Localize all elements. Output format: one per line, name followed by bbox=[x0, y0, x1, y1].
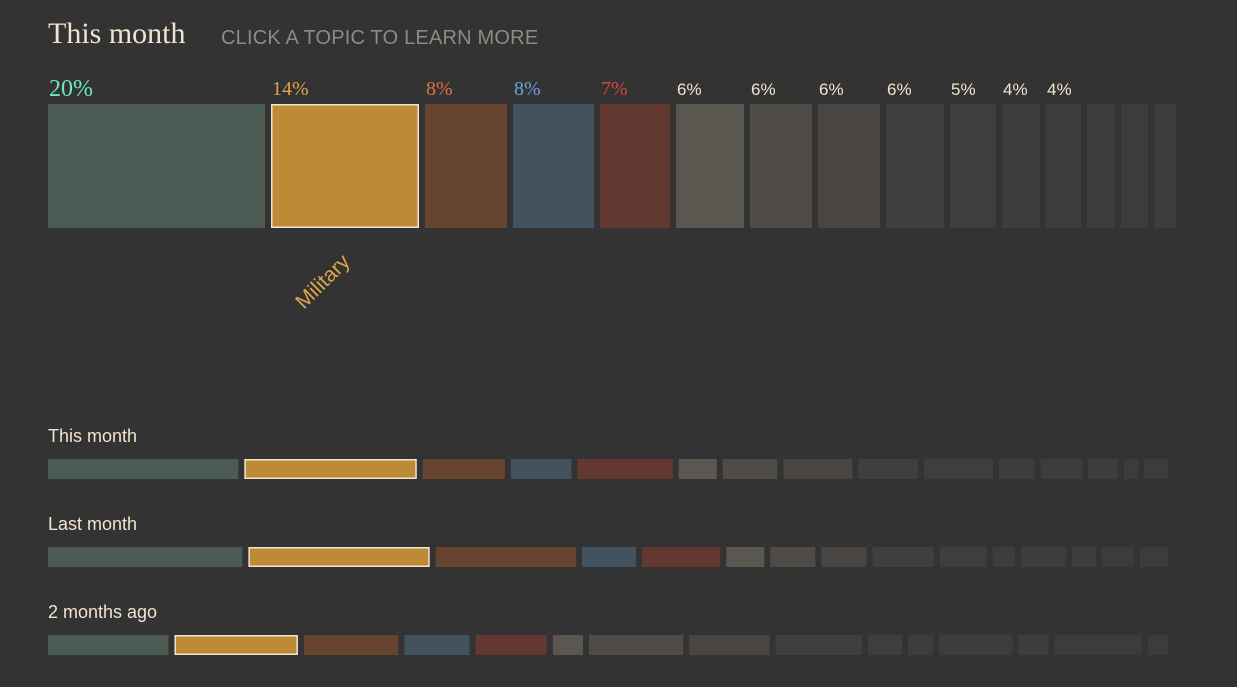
period-1-bar-1[interactable] bbox=[48, 459, 239, 479]
period-1-bar-8[interactable] bbox=[783, 459, 853, 479]
main-bar-1[interactable] bbox=[48, 104, 265, 228]
value-label-8: 6% bbox=[819, 80, 844, 99]
period-2-bar-10[interactable] bbox=[939, 547, 987, 567]
period-3-bar-10[interactable] bbox=[867, 635, 903, 655]
main-bar-2[interactable] bbox=[271, 104, 419, 228]
main-bar-4[interactable] bbox=[513, 104, 594, 228]
period-2-bar-5[interactable] bbox=[642, 547, 721, 567]
main-bar-6[interactable] bbox=[676, 104, 744, 228]
period-3-bar-5[interactable] bbox=[475, 635, 547, 655]
period-1-bar-2[interactable] bbox=[244, 459, 417, 479]
main-bar-9[interactable] bbox=[886, 104, 944, 228]
main-bar-5[interactable] bbox=[600, 104, 670, 228]
main-bar-3[interactable] bbox=[425, 104, 507, 228]
period-3-bar-12[interactable] bbox=[939, 635, 1013, 655]
period-3-bar-14[interactable] bbox=[1054, 635, 1142, 655]
period-3-bar-6[interactable] bbox=[552, 635, 583, 655]
period-2-bar-11[interactable] bbox=[992, 547, 1015, 567]
period-3-bar-8[interactable] bbox=[689, 635, 770, 655]
period-3-bar-4[interactable] bbox=[404, 635, 470, 655]
period-1-bar-10[interactable] bbox=[923, 459, 993, 479]
period-1-bar-6[interactable] bbox=[678, 459, 717, 479]
page-title: This month bbox=[48, 17, 186, 50]
period-1-bar-4[interactable] bbox=[510, 459, 572, 479]
value-label-6: 6% bbox=[677, 80, 702, 99]
value-label-2: 14% bbox=[272, 78, 309, 100]
period-2-bar-15[interactable] bbox=[1139, 547, 1168, 567]
period-label-1: This month bbox=[48, 426, 138, 446]
period-2-bar-1[interactable] bbox=[48, 547, 243, 567]
period-label-2: Last month bbox=[48, 514, 138, 534]
period-1-bar-3[interactable] bbox=[422, 459, 505, 479]
value-label-12: 4% bbox=[1047, 80, 1072, 99]
value-label-11: 4% bbox=[1003, 80, 1028, 99]
period-3-bar-11[interactable] bbox=[908, 635, 934, 655]
period-2-bar-7[interactable] bbox=[770, 547, 816, 567]
period-3-bar-13[interactable] bbox=[1018, 635, 1049, 655]
period-1-bar-5[interactable] bbox=[577, 459, 673, 479]
period-label-3: 2 months ago bbox=[48, 602, 158, 622]
main-bar-14[interactable] bbox=[1121, 104, 1148, 228]
period-3-bar-9[interactable] bbox=[775, 635, 862, 655]
value-label-10: 5% bbox=[951, 80, 976, 99]
main-bar-8[interactable] bbox=[818, 104, 880, 228]
period-1-bar-12[interactable] bbox=[1040, 459, 1083, 479]
period-2-bar-13[interactable] bbox=[1071, 547, 1096, 567]
period-2-bar-2[interactable] bbox=[248, 547, 430, 567]
main-bar-13[interactable] bbox=[1087, 104, 1115, 228]
period-1-bar-15[interactable] bbox=[1144, 459, 1168, 479]
value-label-7: 6% bbox=[751, 80, 776, 99]
value-label-1: 20% bbox=[49, 76, 93, 102]
main-bar-12[interactable] bbox=[1046, 104, 1081, 228]
period-1-bar-9[interactable] bbox=[858, 459, 918, 479]
period-2-bar-12[interactable] bbox=[1020, 547, 1066, 567]
value-label-5: 7% bbox=[601, 78, 628, 100]
period-1-bar-11[interactable] bbox=[998, 459, 1035, 479]
period-2-bar-9[interactable] bbox=[872, 547, 934, 567]
period-3-bar-1[interactable] bbox=[48, 635, 169, 655]
period-1-bar-7[interactable] bbox=[722, 459, 778, 479]
main-bar-10[interactable] bbox=[950, 104, 996, 228]
period-3-bar-15[interactable] bbox=[1147, 635, 1168, 655]
instruction-subtitle: CLICK A TOPIC TO LEARN MORE bbox=[221, 27, 539, 49]
period-3-bar-7[interactable] bbox=[588, 635, 684, 655]
main-bar-15[interactable] bbox=[1154, 104, 1176, 228]
period-3-bar-2[interactable] bbox=[174, 635, 298, 655]
period-2-bar-6[interactable] bbox=[726, 547, 765, 567]
period-2-bar-3[interactable] bbox=[435, 547, 576, 567]
period-2-bar-4[interactable] bbox=[581, 547, 637, 567]
period-2-bar-8[interactable] bbox=[821, 547, 867, 567]
main-bar-11[interactable] bbox=[1002, 104, 1040, 228]
period-1-bar-14[interactable] bbox=[1123, 459, 1139, 479]
period-2-bar-14[interactable] bbox=[1101, 547, 1134, 567]
value-label-9: 6% bbox=[887, 80, 912, 99]
period-3-bar-3[interactable] bbox=[303, 635, 399, 655]
period-1-bar-13[interactable] bbox=[1088, 459, 1118, 479]
value-label-4: 8% bbox=[514, 78, 541, 100]
value-label-3: 8% bbox=[426, 78, 453, 100]
main-bar-7[interactable] bbox=[750, 104, 812, 228]
selected-topic-label: Military bbox=[291, 250, 355, 314]
